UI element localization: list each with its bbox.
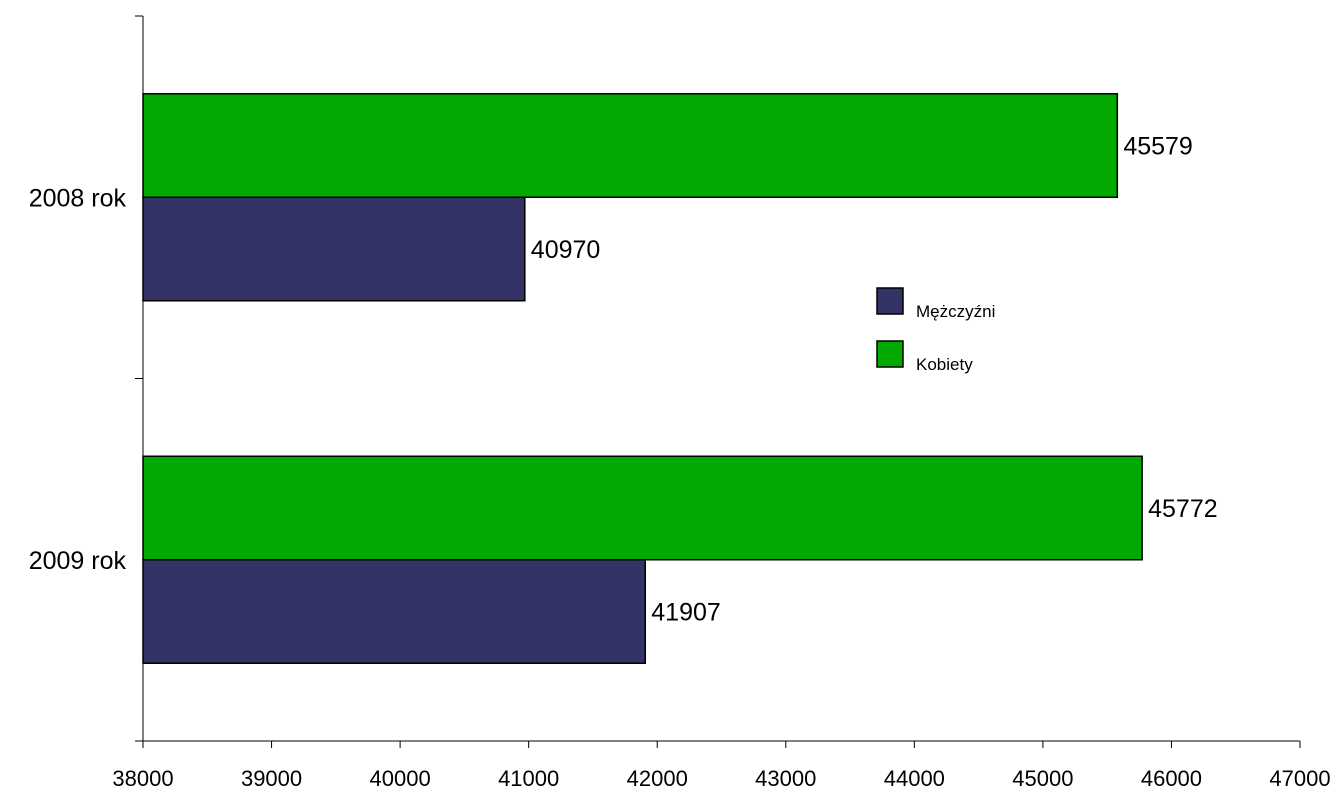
x-tick-label: 46000: [1141, 766, 1202, 791]
legend-label-men: Mężczyźni: [916, 302, 995, 321]
category-label: 2008 rok: [29, 184, 127, 212]
axes: [142, 16, 1300, 742]
data-label: 45772: [1148, 495, 1218, 523]
bar: [142, 455, 1143, 561]
data-label: 41907: [651, 598, 721, 626]
legend-swatch-men: [876, 287, 904, 315]
x-tick-label: 41000: [498, 766, 559, 791]
legend-swatch-women: [876, 340, 904, 368]
x-tick-label: 42000: [627, 766, 688, 791]
category-labels: 2008 rok 2009 rok: [29, 184, 127, 575]
x-tick-label: 44000: [884, 766, 945, 791]
data-label: 40970: [531, 236, 601, 264]
data-labels: 45579 40970 45772 41907: [531, 133, 1218, 627]
bar: [142, 93, 1119, 198]
x-tick-label: 40000: [370, 766, 431, 791]
bar: [142, 559, 647, 664]
x-tick-label: 39000: [241, 766, 302, 791]
x-tick-label: 47000: [1269, 766, 1330, 791]
data-label: 45579: [1123, 133, 1193, 161]
x-tick-label: 38000: [112, 766, 173, 791]
legend: Mężczyźni Kobiety: [876, 287, 995, 374]
legend-label-women: Kobiety: [916, 355, 973, 374]
category-label: 2009 rok: [29, 547, 127, 575]
bar: [142, 196, 526, 302]
x-tick-label: 43000: [755, 766, 816, 791]
bars: [142, 93, 1143, 664]
x-tick-label: 45000: [1012, 766, 1073, 791]
x-axis-ticks: 38000 39000 40000 41000 42000 43000 44000 45000…: [112, 15, 1331, 791]
